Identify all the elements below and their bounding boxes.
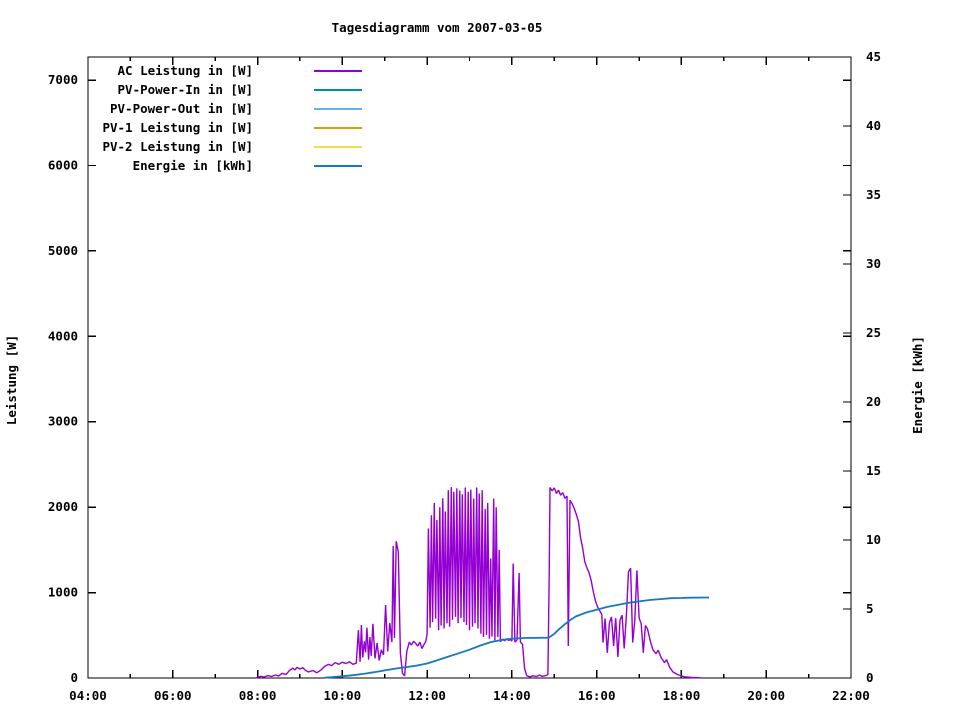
x-tick-label: 16:00	[578, 688, 616, 703]
x-tick-label: 18:00	[663, 688, 701, 703]
y-left-tick-label: 6000	[48, 157, 78, 172]
legend-label: AC Leistung in [W]	[118, 63, 253, 78]
x-tick-label: 06:00	[154, 688, 192, 703]
x-tick-label: 14:00	[493, 688, 531, 703]
x-tick-label: 20:00	[747, 688, 785, 703]
legend-label: PV-2 Leistung in [W]	[102, 139, 253, 154]
y-left-tick-label: 1000	[48, 585, 78, 600]
legend-label: PV-1 Leistung in [W]	[102, 120, 253, 135]
series-line-6	[324, 596, 710, 679]
legend-label: PV-Power-In in [W]	[118, 82, 253, 97]
legend-label: PV-Power-Out in [W]	[110, 101, 253, 116]
y-right-tick-label: 5	[866, 601, 874, 616]
x-tick-label: 12:00	[408, 688, 446, 703]
x-tick-label: 04:00	[69, 688, 107, 703]
legend-label: Energie in [kWh]	[133, 158, 253, 173]
y-right-tick-label: 40	[866, 118, 881, 133]
x-tick-label: 22:00	[832, 688, 870, 703]
y-right-tick-label: 25	[866, 325, 881, 340]
y-left-tick-label: 3000	[48, 414, 78, 429]
y-left-axis-label: Leistung [W]	[4, 335, 19, 425]
y-left-tick-label: 2000	[48, 499, 78, 514]
y-left-tick-label: 7000	[48, 72, 78, 87]
y-right-tick-label: 20	[866, 394, 881, 409]
y-left-tick-label: 4000	[48, 328, 78, 343]
x-tick-label: 08:00	[239, 688, 277, 703]
y-right-axis-label: Energie [kWh]	[910, 336, 925, 434]
y-left-tick-label: 5000	[48, 243, 78, 258]
chart-title: Tagesdiagramm vom 2007-03-05	[332, 20, 543, 35]
y-right-tick-label: 45	[866, 49, 881, 64]
y-right-tick-label: 15	[866, 463, 881, 478]
series-lines	[255, 487, 710, 679]
axis-ticks: 04:00 06:00 08:00 10:00 12:00 14:00 16:00 18:00…	[48, 49, 881, 703]
y-left-tick-label: 0	[70, 670, 78, 685]
y-right-tick-label: 10	[866, 532, 881, 547]
series-line-1	[255, 487, 701, 679]
y-right-tick-label: 35	[866, 187, 881, 202]
y-right-tick-label: 30	[866, 256, 881, 271]
legend: AC Leistung in [W] PV-Power-In in [W] PV-P…	[102, 63, 362, 173]
x-tick-label: 10:00	[324, 688, 362, 703]
y-right-tick-label: 0	[866, 670, 874, 685]
